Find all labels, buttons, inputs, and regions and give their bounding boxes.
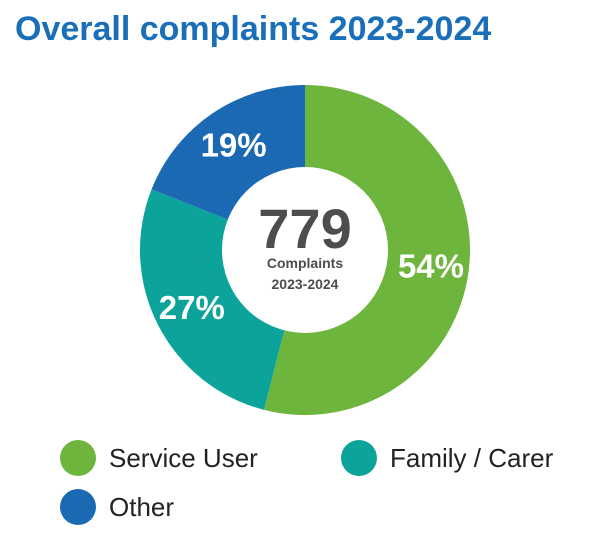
slice-label-service-user: 54% [398,247,464,284]
legend-label-other: Other [109,492,175,522]
legend-item-service-user: Service User [60,440,258,476]
legend-swatch-other [60,489,96,525]
legend-item-other: Other [60,489,174,525]
chart-title: Overall complaints 2023-2024 [15,10,492,48]
slice-label-other: 19% [201,126,267,163]
center-label-line-1: Complaints [267,255,343,271]
slice-labels-group: 54% 27% 19% [159,126,464,326]
center-total-number: 779 [258,197,351,260]
legend-label-family-carer: Family / Carer [390,443,554,473]
legend-swatch-family-carer [341,440,377,476]
legend-swatch-service-user [60,440,96,476]
legend-item-family-carer: Family / Carer [341,440,553,476]
center-label-line-2: 2023-2024 [272,276,339,292]
slice-label-family-carer: 27% [159,289,225,326]
legend-label-service-user: Service User [109,443,258,473]
donut-center-hole [222,167,388,333]
